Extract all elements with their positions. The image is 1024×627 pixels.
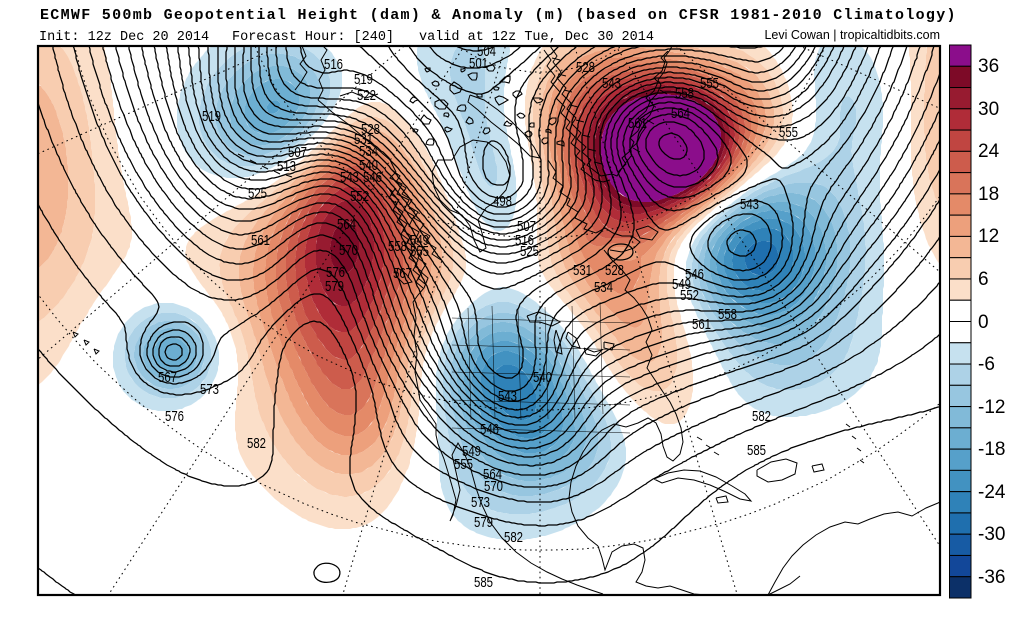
svg-text:579: 579: [474, 514, 493, 531]
svg-text:501: 501: [469, 55, 488, 72]
svg-text:552: 552: [680, 287, 699, 304]
svg-text:564: 564: [337, 216, 356, 233]
svg-text:555: 555: [410, 243, 429, 260]
svg-text:582: 582: [752, 408, 771, 425]
svg-text:564: 564: [483, 466, 502, 483]
svg-text:570: 570: [484, 478, 503, 495]
svg-text:540: 540: [533, 369, 552, 386]
svg-text:546: 546: [685, 266, 704, 283]
svg-text:546: 546: [480, 421, 499, 438]
svg-text:567: 567: [158, 369, 177, 386]
svg-text:573: 573: [471, 494, 490, 511]
svg-text:525: 525: [520, 243, 539, 260]
svg-text:-30: -30: [978, 524, 1005, 545]
svg-text:Levi Cowan | tropicaltidbits.c: Levi Cowan | tropicaltidbits.com: [764, 28, 940, 42]
svg-text:-12: -12: [978, 397, 1005, 418]
svg-text:507: 507: [517, 218, 536, 235]
svg-text:507: 507: [288, 144, 307, 161]
svg-text:36: 36: [978, 56, 999, 77]
svg-text:516: 516: [515, 232, 534, 249]
svg-text:549: 549: [410, 232, 429, 249]
svg-text:30: 30: [978, 99, 999, 120]
svg-text:531: 531: [573, 262, 592, 279]
svg-text:576: 576: [326, 264, 345, 281]
svg-text:561: 561: [251, 232, 270, 249]
svg-text:-24: -24: [978, 482, 1006, 503]
svg-text:585: 585: [474, 574, 493, 591]
svg-text:522: 522: [357, 87, 376, 104]
svg-text:582: 582: [247, 435, 266, 452]
svg-text:504: 504: [477, 43, 496, 60]
svg-text:516: 516: [324, 56, 343, 73]
svg-text:-18: -18: [978, 439, 1005, 460]
svg-text:540: 540: [359, 157, 378, 174]
svg-text:534: 534: [594, 279, 613, 296]
svg-text:-6: -6: [978, 354, 995, 375]
svg-text:570: 570: [339, 242, 358, 259]
svg-text:561: 561: [628, 115, 647, 132]
svg-text:585: 585: [747, 442, 766, 459]
svg-text:543: 543: [602, 75, 621, 92]
svg-text:24: 24: [978, 141, 1000, 162]
svg-text:528: 528: [361, 121, 380, 138]
svg-text:498: 498: [493, 193, 512, 210]
svg-text:519: 519: [202, 108, 221, 125]
svg-text:549: 549: [672, 276, 691, 293]
svg-text:567: 567: [393, 265, 412, 282]
svg-text:573: 573: [200, 381, 219, 398]
svg-text:513: 513: [277, 158, 296, 175]
svg-text:18: 18: [978, 184, 999, 205]
svg-text:531: 531: [354, 131, 373, 148]
svg-text:555: 555: [700, 75, 719, 92]
svg-text:528: 528: [605, 262, 624, 279]
svg-text:561: 561: [692, 316, 711, 333]
svg-text:549: 549: [462, 443, 481, 460]
svg-text:558: 558: [388, 238, 407, 255]
svg-text:525: 525: [248, 185, 267, 202]
svg-text:564: 564: [671, 105, 690, 122]
svg-text:555: 555: [779, 124, 798, 141]
svg-text:519: 519: [354, 71, 373, 88]
svg-text:534: 534: [359, 143, 378, 160]
svg-text:543: 543: [740, 196, 759, 213]
svg-text:576: 576: [165, 408, 184, 425]
svg-text:12: 12: [978, 226, 999, 247]
svg-text:6: 6: [978, 269, 989, 290]
svg-text:528: 528: [576, 59, 595, 76]
svg-text:543: 543: [340, 169, 359, 186]
svg-text:555: 555: [454, 456, 473, 473]
svg-text:582: 582: [504, 529, 523, 546]
svg-text:546: 546: [363, 169, 382, 186]
svg-text:558: 558: [718, 306, 737, 323]
svg-text:543: 543: [498, 388, 517, 405]
svg-text:0: 0: [978, 312, 989, 333]
svg-text:579: 579: [325, 278, 344, 295]
svg-text:558: 558: [675, 85, 694, 102]
svg-text:-36: -36: [978, 567, 1005, 588]
svg-text:ECMWF 500mb Geopotential Heigh: ECMWF 500mb Geopotential Height (dam) & …: [40, 7, 957, 24]
svg-text:552: 552: [350, 188, 369, 205]
